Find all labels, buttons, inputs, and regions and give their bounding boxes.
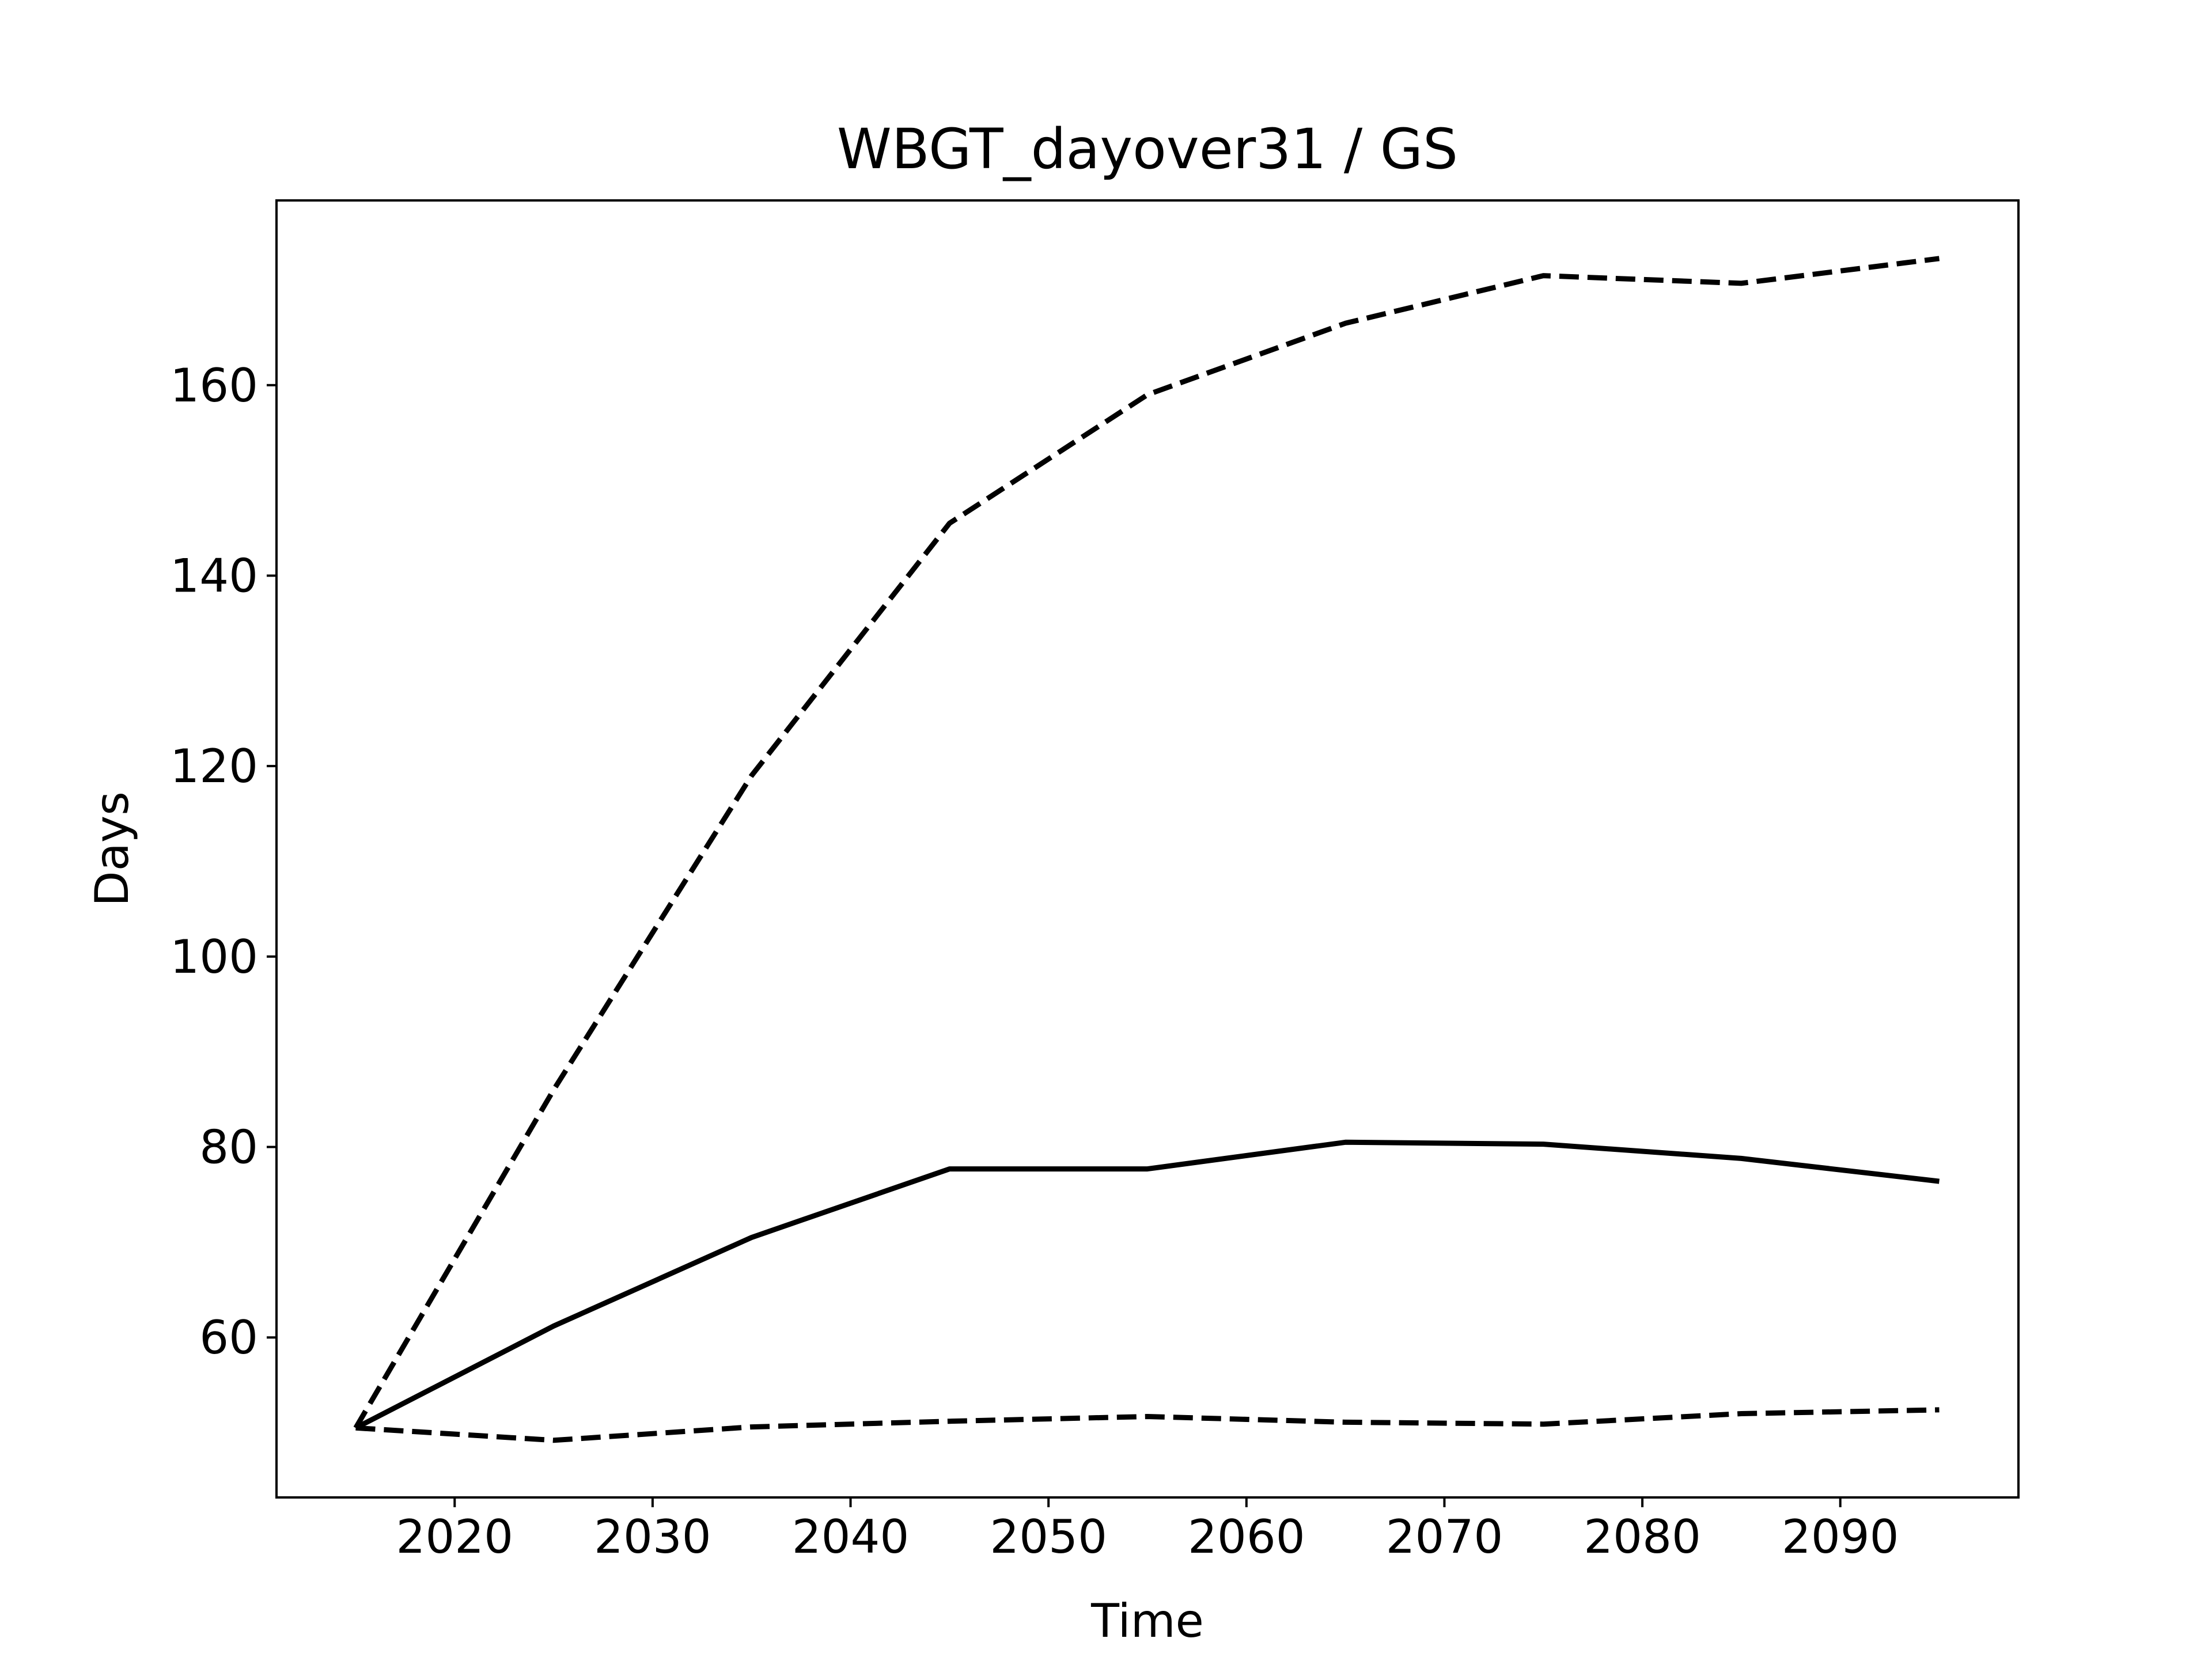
x-tick-label: 2080 [1584, 1510, 1701, 1564]
series-line-3 [355, 1407, 1940, 1443]
plot-frame [275, 199, 2020, 1499]
y-tick-label: 60 [199, 1311, 258, 1364]
series-line-1 [353, 256, 1940, 1429]
y-tick-label: 120 [170, 740, 258, 793]
chart-title: WBGT_dayover31 / GS [837, 117, 1458, 181]
y-tick-label: 140 [170, 549, 258, 602]
x-tick-label: 2070 [1386, 1510, 1503, 1564]
series-layer [353, 256, 1940, 1443]
x-tick-label: 2050 [990, 1510, 1107, 1564]
x-tick-label: 2030 [594, 1510, 711, 1564]
x-tick-label: 2090 [1782, 1510, 1899, 1564]
ticks-layer: 2020 2030 2040 2050 2060 2070 2080 2090 60 80 100 1… [170, 359, 1899, 1564]
x-tick-label: 2060 [1188, 1510, 1305, 1564]
y-tick-label: 160 [170, 359, 258, 412]
series-line-2 [354, 1139, 1940, 1431]
y-tick-label: 80 [199, 1121, 258, 1174]
x-axis-label: Time [1090, 1594, 1204, 1648]
x-tick-label: 2020 [396, 1510, 513, 1564]
x-tick-label: 2040 [792, 1510, 910, 1564]
y-tick-label: 100 [170, 930, 258, 984]
y-axis-label: Days [85, 791, 139, 907]
